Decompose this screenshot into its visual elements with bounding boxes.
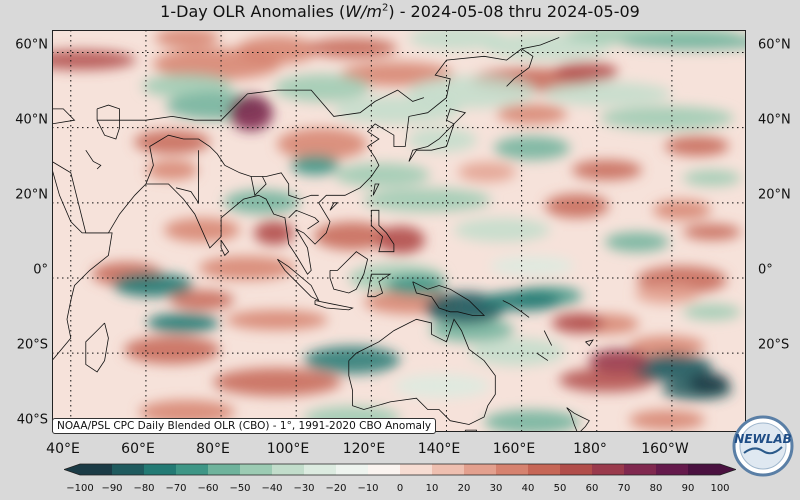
colorbar [64,463,736,476]
colorbar-tick-label: 90 [681,483,695,494]
lon-label-160w: 160°W [641,441,689,457]
colorbar-cell [304,464,337,475]
colorbar-cell [240,464,273,475]
colorbar-cell [176,464,209,475]
colorbar-tick-label: 70 [617,483,631,494]
lat-label-right-40n: 40°N [758,112,791,128]
lon-label-100e: 100°E [266,441,310,457]
lat-label-right-0: 0° [758,262,773,278]
colorbar-cell [368,464,401,475]
colorbar-tick-label: 20 [457,483,471,494]
lat-label-60n: 60°N [15,37,48,53]
colorbar-tick-label: 50 [553,483,567,494]
lat-label-right-60n: 60°N [758,37,791,53]
data-source-note: NOAA/PSL CPC Daily Blended OLR (CBO) - 1… [52,418,437,434]
colorbar-tick-label: 100 [710,483,730,494]
lon-label-40e: 40°E [46,441,80,457]
colorbar-tick-label: 80 [649,483,663,494]
lat-label-40n: 40°N [15,112,48,128]
newlab-logo: NEWLAB [732,415,794,477]
colorbar-cell [688,464,721,475]
colorbar-tick-label: −80 [133,483,155,494]
logo-text: NEWLAB [734,432,792,446]
colorbar-cell [432,464,465,475]
map-title: 1-Day OLR Anomalies (W/m2) - 2024-05-08 … [160,2,640,21]
colorbar-cell [272,464,305,475]
colorbar-cell [528,464,561,475]
lat-label-right-20s: 20°S [758,337,790,353]
colorbar-max-arrow [720,464,736,475]
lat-label-20s: 20°S [16,337,48,353]
lat-label-40s: 40°S [16,412,48,428]
lon-label-120e: 120°E [342,441,386,457]
lon-label-160e: 160°E [492,441,536,457]
colorbar-tick-label: 60 [585,483,599,494]
colorbar-tick-label: 30 [489,483,503,494]
lat-label-0: 0° [33,262,48,278]
colorbar-cell [624,464,657,475]
colorbar-tick-label: −20 [325,483,347,494]
lat-label-20n: 20°N [15,187,48,203]
colorbar-min-arrow [64,464,80,475]
colorbar-cell [592,464,625,475]
lon-label-180: 180° [573,441,607,457]
colorbar-tick-label: −90 [101,483,123,494]
colorbar-cell [208,464,241,475]
colorbar-cell [496,464,529,475]
colorbar-tick-label: −60 [197,483,219,494]
colorbar-cell [112,464,145,475]
colorbar-cell [336,464,369,475]
colorbar-cell [80,464,113,475]
lon-label-140e: 140°E [417,441,461,457]
colorbar-tick-label: −10 [357,483,379,494]
colorbar-tick-label: 0 [396,483,404,494]
lon-label-60e: 60°E [121,441,155,457]
colorbar-tick-label: −40 [261,483,283,494]
colorbar-cell [400,464,433,475]
colorbar-tick-label: −50 [229,483,251,494]
lat-label-right-20n: 20°N [758,187,791,203]
colorbar-tick-label: 40 [521,483,535,494]
colorbar-tick-label: −30 [293,483,315,494]
colorbar-cell [560,464,593,475]
olr-anomaly-map [52,30,746,432]
colorbar-cell [464,464,497,475]
colorbar-tick-label: −100 [66,483,94,494]
colorbar-tick-label: −70 [165,483,187,494]
lon-label-80e: 80°E [196,441,230,457]
colorbar-tick-label: 10 [425,483,439,494]
colorbar-cell [656,464,689,475]
colorbar-cell [144,464,177,475]
